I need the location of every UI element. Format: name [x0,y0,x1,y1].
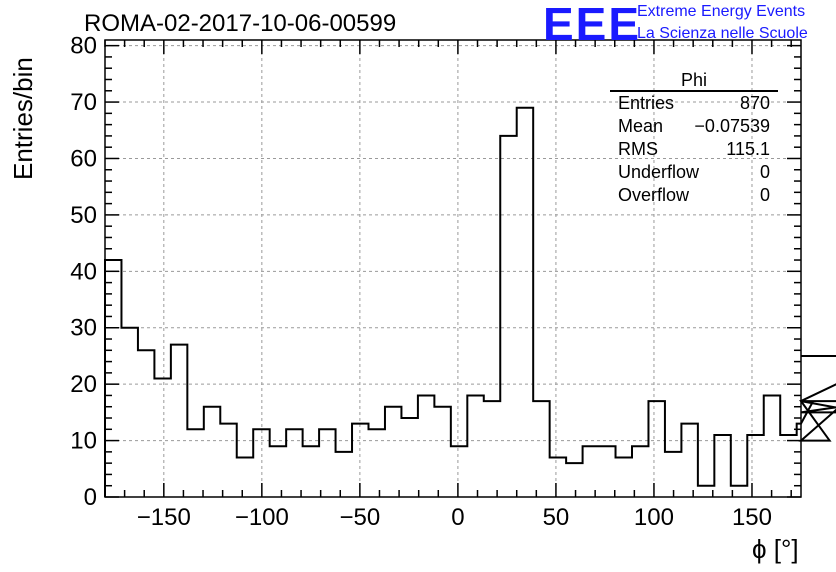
histogram-bin [401,418,417,497]
stats-row-rms: RMS 115.1 [610,138,778,161]
plot-frame [104,39,802,498]
histogram-bin [451,446,467,497]
histogram-bin [434,407,450,497]
histogram-bin [714,435,730,497]
histogram-bin [303,446,319,497]
stats-label: RMS [618,139,658,159]
y-tick-label: 20 [70,371,97,398]
histogram-bin [550,458,566,497]
logo-subtitle-2: La Scienza nelle Scuole [637,25,808,42]
histogram-bin [681,424,697,497]
histogram-bin [385,407,401,497]
stats-box: Phi Entries 870 Mean −0.07539 RMS 115.1 … [610,70,778,207]
x-tick-label: 150 [732,504,772,531]
stats-value: 870 [739,93,770,113]
stats-value: 0 [759,185,770,205]
stats-label: Overflow [618,185,690,205]
histogram-bin [204,407,220,497]
histogram-bin [319,429,335,497]
histogram-bin [105,260,121,497]
stats-row-underflow: Underflow 0 [610,161,778,184]
histogram-bin [698,486,714,497]
y-tick-label: 60 [70,145,97,172]
eee-logo: EEE [543,0,642,50]
y-tick-label: 70 [70,89,97,116]
histogram-bin [780,435,796,497]
y-tick-label: 40 [70,258,97,285]
histogram-bin [368,429,384,497]
histogram-bin [599,446,615,497]
x-tick-label: 0 [451,504,464,531]
histogram-bin [336,452,352,497]
y-tick-label: 80 [70,33,97,60]
stats-value: 0 [759,162,770,182]
histogram-outline [104,106,836,497]
histogram-bin [418,395,434,497]
histogram-bin [286,429,302,497]
histogram-bin [467,395,483,497]
stats-row-overflow: Overflow 0 [610,184,778,207]
stats-title: Phi [610,70,778,92]
histogram-bin [484,401,500,497]
stats-row-entries: Entries 870 [610,92,778,115]
histogram-bin [237,458,253,497]
stats-value: −0.07539 [694,116,770,136]
stats-label: Underflow [618,162,700,182]
x-axis-label: ϕ [°] [752,534,799,564]
histogram-bin [138,350,154,497]
x-tick-label: 50 [543,504,570,531]
histogram-bin [764,395,780,497]
stats-label: Entries [618,93,675,113]
histogram-bin [533,401,549,497]
histogram-bin [154,379,170,497]
y-tick-label: 50 [70,202,97,229]
histogram-bin [517,108,533,497]
x-tick-label: −150 [137,504,191,531]
x-tick-label: 100 [634,504,674,531]
stats-label: Mean [618,116,664,136]
histogram-bin [616,458,632,497]
histogram-bin [583,446,599,497]
y-tick-label: 10 [70,428,97,455]
logo-subtitle-1: Extreme Energy Events [637,3,806,20]
histogram-bin [270,446,286,497]
histogram-bin [500,136,516,497]
histogram-bin [648,401,664,497]
chart-title: ROMA-02-2017-10-06-00599 [84,10,397,37]
x-tick-label: −100 [235,504,289,531]
histogram-bin [220,424,236,497]
y-axis-label: Entries/bin [8,57,38,180]
histogram-bin [566,463,582,497]
histogram-bin [731,486,747,497]
histogram-bin [121,328,137,497]
histogram-bin [632,446,648,497]
histogram-bin [747,435,763,497]
stats-value: 115.1 [726,139,770,159]
histogram-bin [187,429,203,497]
stats-row-mean: Mean −0.07539 [610,115,778,138]
histogram-bin [171,345,187,497]
x-tick-label: −50 [340,504,381,531]
y-tick-label: 30 [70,315,97,342]
y-tick-label: 0 [84,484,97,511]
